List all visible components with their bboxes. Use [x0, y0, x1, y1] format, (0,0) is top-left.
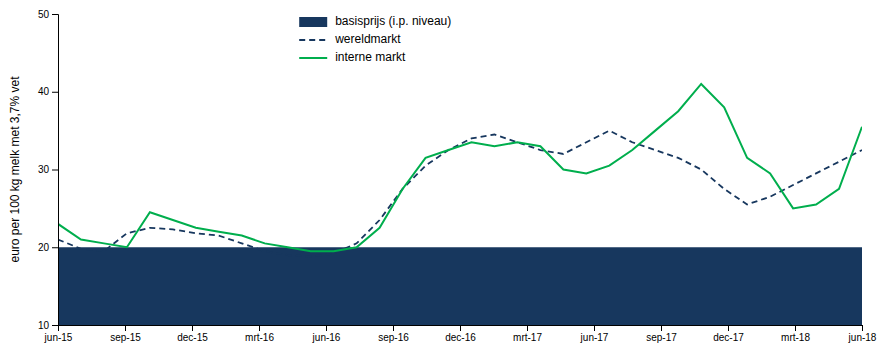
- tick-label: 30: [38, 164, 50, 175]
- tick-mark: [728, 325, 729, 331]
- tick: sep-17: [646, 325, 677, 343]
- tick: jun-18: [848, 325, 877, 343]
- tick-label: 20: [38, 242, 50, 253]
- tick-label: mrt-18: [781, 332, 810, 343]
- legend-label: basisprijs (i.p. niveau): [335, 14, 451, 28]
- line: [58, 131, 862, 257]
- tick-mark: [259, 325, 260, 331]
- legend-swatch: [299, 57, 327, 59]
- tick-label: jun-16: [312, 332, 341, 343]
- legend-item: basisprijs (i.p. niveau): [299, 14, 451, 28]
- legend: basisprijs (i.p. niveau) wereldmarkt inter…: [299, 14, 451, 64]
- tick-label: 10: [38, 320, 50, 331]
- tick-label: jun-17: [580, 332, 609, 343]
- legend-swatch: [299, 17, 327, 27]
- legend-swatch: [299, 39, 327, 41]
- tick-mark: [393, 325, 394, 331]
- tick-mark: [52, 14, 58, 15]
- tick-mark: [52, 247, 58, 248]
- legend-label: interne markt: [335, 50, 406, 64]
- tick-label: mrt-16: [245, 332, 274, 343]
- tick: dec-15: [177, 325, 208, 343]
- tick-label: jun-18: [848, 332, 877, 343]
- chart: jun-15 sep-15 dec-15 mrt-16 jun-16 sep-16 dec-…: [0, 0, 886, 355]
- tick-label: sep-15: [110, 332, 141, 343]
- tick-mark: [192, 325, 193, 331]
- tick: jun-16: [312, 325, 341, 343]
- tick-mark: [795, 325, 796, 331]
- tick: mrt-16: [245, 325, 274, 343]
- tick: sep-15: [110, 325, 141, 343]
- y-axis: 10 20 30 40 50: [38, 9, 59, 331]
- tick: mrt-18: [781, 325, 810, 343]
- tick-mark: [661, 325, 662, 331]
- y-axis-title: euro per 100 kg melk met 3,7% vet: [8, 76, 22, 263]
- legend-item: wereldmarkt: [299, 32, 401, 46]
- tick-label: mrt-17: [513, 332, 542, 343]
- tick: dec-16: [445, 325, 476, 343]
- tick-mark: [460, 325, 461, 331]
- tick: jun-17: [580, 325, 609, 343]
- tick: dec-17: [713, 325, 744, 343]
- tick: 50: [38, 9, 58, 20]
- tick: 10: [38, 320, 58, 331]
- tick-mark: [52, 170, 58, 171]
- tick-mark: [52, 325, 58, 326]
- tick-label: jun-15: [44, 332, 73, 343]
- tick-mark: [326, 325, 327, 331]
- legend-item: interne markt: [299, 50, 406, 64]
- tick-mark: [594, 325, 595, 331]
- plot: jun-15 sep-15 dec-15 mrt-16 jun-16 sep-16 dec-…: [38, 9, 877, 343]
- line: [58, 84, 862, 251]
- tick: mrt-17: [513, 325, 542, 343]
- tick: 30: [38, 164, 58, 175]
- tick-mark: [527, 325, 528, 331]
- tick-mark: [862, 325, 863, 331]
- tick-label: 50: [38, 9, 50, 20]
- x-axis: jun-15 sep-15 dec-15 mrt-16 jun-16 sep-16 dec-…: [44, 325, 877, 343]
- tick-mark: [125, 325, 126, 331]
- tick: 20: [38, 242, 58, 253]
- tick-label: 40: [38, 86, 50, 97]
- tick-label: sep-16: [378, 332, 409, 343]
- axis-line: [52, 15, 59, 326]
- legend-label: wereldmarkt: [334, 32, 401, 46]
- tick-mark: [52, 92, 58, 93]
- tick-label: dec-15: [177, 332, 208, 343]
- tick: 40: [38, 86, 58, 97]
- tick: sep-16: [378, 325, 409, 343]
- axis-line: [59, 326, 863, 332]
- tick-label: dec-16: [445, 332, 476, 343]
- area: [58, 247, 862, 325]
- tick-label: dec-17: [713, 332, 744, 343]
- tick-label: sep-17: [646, 332, 677, 343]
- marks: [58, 84, 862, 325]
